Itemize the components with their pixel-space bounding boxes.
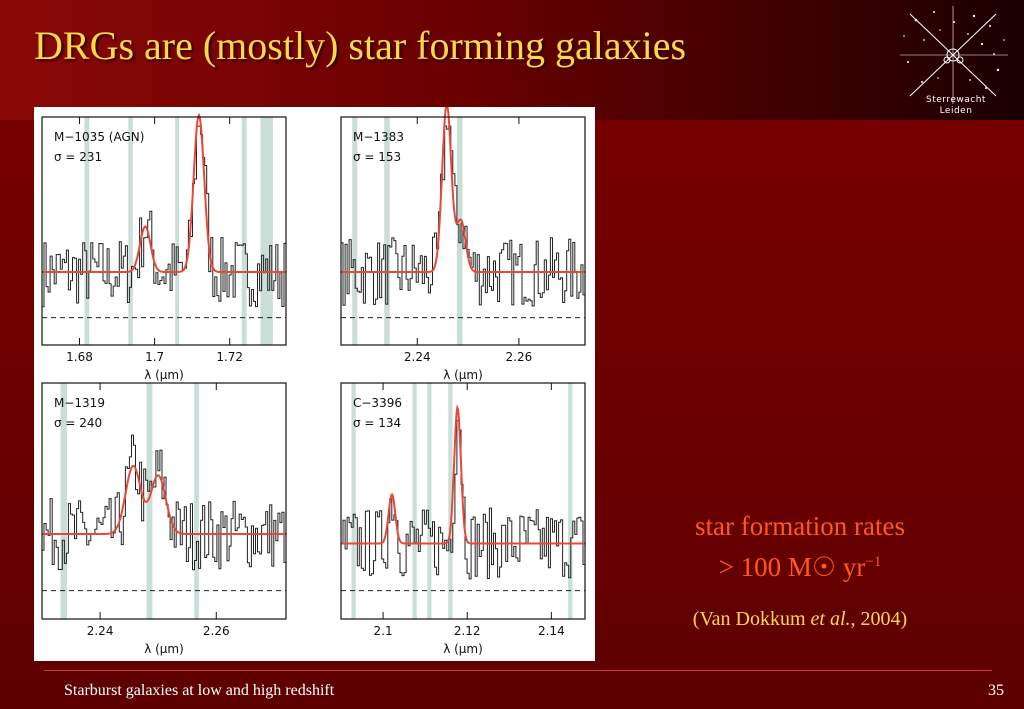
solar-mass-symbol: ☉ [811,552,837,582]
x-tick-label: 1.72 [216,350,243,364]
model-fit-line [42,112,286,273]
sky-band [384,117,390,345]
reference-author: (Van Dokkum [692,608,811,630]
sky-band [427,383,432,619]
sfr-value: > 100 M [718,552,812,582]
sky-band [448,383,453,619]
sfr-line-1: star formation rates [695,511,905,541]
star-logo-icon [900,6,1008,104]
x-tick-label: 2.12 [454,624,481,638]
x-axis-label: λ (μm) [144,642,184,656]
sigma-label: σ = 231 [54,150,102,164]
sky-band [175,117,180,345]
sky-band [352,117,358,345]
sky-band [260,117,273,345]
spectrum-panel: 2.1 2.12 2.14 C−3396 σ = 134 λ (μm) [340,382,586,656]
model-fit-line [341,404,585,545]
footer-title: Starburst galaxies at low and high redsh… [64,682,335,699]
sky-band [568,383,573,619]
x-tick-label: 1.7 [145,350,164,364]
object-name-label: M−1319 [54,396,105,410]
reference-etal: et al. [810,608,851,630]
slide-title: DRGs are (mostly) star forming galaxies [34,23,687,68]
footer-divider [44,670,992,671]
x-tick-label: 2.24 [404,350,431,364]
panel-frame [340,382,586,620]
star-formation-rates-text: star formation rates > 100 M☉ yr−1 [620,508,980,585]
sky-band [84,117,90,345]
reference-text: (Van Dokkum et al., 2004) [620,608,980,631]
sigma-label: σ = 153 [353,150,401,164]
panel-frame [41,116,287,346]
spectrum-panel: 2.24 2.26 M−1383 σ = 153 λ (μm) [340,100,586,382]
sigma-label: σ = 240 [54,416,102,430]
sky-band [241,117,247,345]
panel-frame [340,116,586,346]
spectrum-panel: 2.24 2.26 M−1319 σ = 240 λ (μm) [41,382,287,656]
logo-text-leiden: Leiden [939,106,973,116]
header-band [0,0,1024,120]
spectra-figure: 1.68 1.7 1.72 M−1035 (AGN) σ = 231 λ (μm) 2.24… [34,100,595,661]
sky-band [351,383,356,619]
page-number: 35 [988,682,1004,699]
sky-band [60,383,67,619]
sigma-label: σ = 134 [353,416,401,430]
spectrum-panel: 1.68 1.7 1.72 M−1035 (AGN) σ = 231 λ (μm) [41,112,287,382]
object-name-label: C−3396 [353,396,402,410]
spectrum-data-line [42,434,287,571]
model-fit-line [341,100,585,273]
object-name-label: M−1383 [353,130,404,144]
sky-band [456,117,463,345]
x-tick-label: 1.68 [66,350,93,364]
x-tick-label: 2.26 [506,350,533,364]
object-name-label: M−1035 (AGN) [54,130,144,144]
reference-year: , 2004) [850,608,908,630]
logo-text-sterrewacht: Sterrewacht [926,95,986,105]
spectrum-data-line [42,125,287,308]
sterrewacht-leiden-logo: Sterrewacht Leiden [894,0,1018,118]
sky-band [128,117,133,345]
sfr-unit: yr [836,552,866,582]
x-tick-label: 2.1 [374,624,393,638]
x-axis-label: λ (μm) [443,368,483,382]
x-axis-label: λ (μm) [144,368,184,382]
x-tick-label: 2.26 [203,624,230,638]
spectrum-data-line [341,125,586,307]
x-tick-label: 2.14 [538,624,565,638]
sfr-exponent: −1 [865,554,882,570]
panel-frame [41,382,287,620]
model-fit-line [42,464,286,535]
sky-band [412,383,417,619]
x-axis-label: λ (μm) [443,642,483,656]
x-tick-label: 2.24 [87,624,114,638]
sky-band [194,383,199,619]
sfr-line-2: > 100 M☉ yr−1 [620,544,980,585]
sky-band [146,383,153,619]
